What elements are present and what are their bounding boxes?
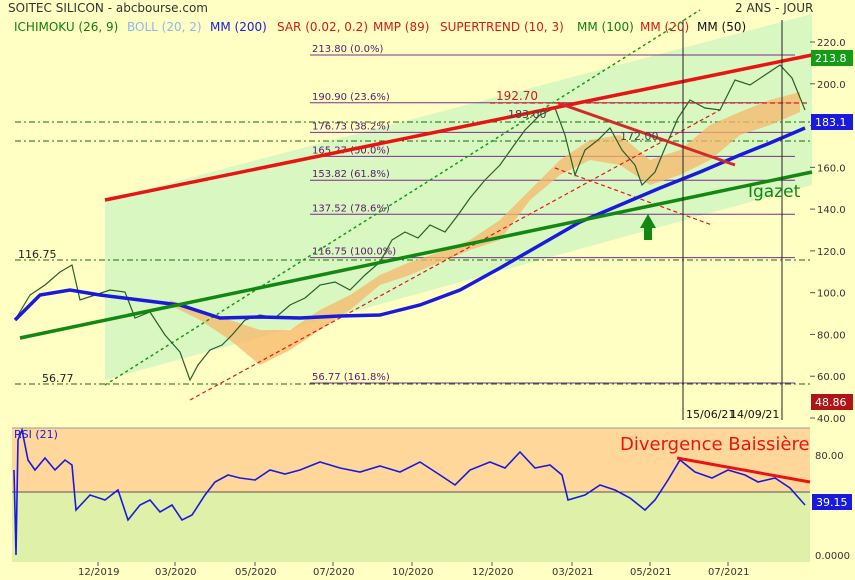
indicator-label: MM (50) [697, 20, 746, 34]
rsi-annotation: Divergence Baissière [620, 434, 810, 455]
red-dotted-channel [189, 109, 721, 401]
price-badge-text: 213.8 [815, 52, 847, 65]
chart-title: SOITEC SILICON - abcbourse.com [8, 1, 208, 15]
price-tick-label: 140.0 [817, 205, 846, 216]
date-tick-label: 03/2020 [155, 567, 197, 578]
level-label-a: 183.00 [508, 108, 547, 121]
falling-wedge-line [557, 101, 736, 167]
price-tick-label: 220.0 [817, 38, 846, 49]
fib-level-label: 116.75 (100.0%) [312, 247, 396, 258]
price-badges: 213.8 183.1 48.86 [811, 50, 853, 410]
mm200-series [13, 126, 806, 322]
price-badge [811, 50, 853, 66]
date-tick-label: 07/2021 [708, 567, 750, 578]
date-marker-label-1: 15/06/21 [686, 408, 735, 421]
price-tick-label: 100.0 [817, 289, 846, 300]
level-label-b: 172.00 [620, 130, 659, 143]
rsi-title: RSI (21) [14, 428, 58, 441]
date-tick-label: 03/2021 [552, 567, 594, 578]
indicator-label: MM (20) [640, 20, 689, 34]
price-tick-label: 60.00 [817, 372, 846, 383]
indicator-label: SUPERTREND (10, 3) [440, 20, 564, 34]
price-tick-label: 120.0 [817, 247, 846, 258]
date-tick-label: 07/2020 [313, 567, 355, 578]
price-badge [811, 394, 853, 410]
price-tick-label: 160.0 [817, 163, 846, 174]
date-tick-label: 05/2020 [235, 567, 277, 578]
indicator-label: MM (100) [577, 20, 634, 34]
rsi-oversold-zone [12, 492, 810, 562]
fib-level-label: 56.77 (161.8%) [312, 372, 390, 383]
date-axis: 12/2019 03/2020 05/2020 07/2020 10/2020 12/20… [78, 562, 750, 578]
fib-level-label: 176.73 (38.2%) [312, 121, 390, 132]
date-tick-label: 05/2021 [630, 567, 672, 578]
fib-level-label: 190.90 (23.6%) [312, 92, 390, 103]
price-panel: 213.80 (0.0%) 190.90 (23.6%) 176.73 (38.2%… [13, 9, 813, 421]
fib-level-label: 213.80 (0.0%) [312, 44, 383, 55]
price-badge-text: 183.1 [815, 116, 847, 129]
rsi-tick-label: 0.0000 [815, 551, 850, 562]
trend-channel-fill [105, 14, 812, 380]
indicator-label: ICHIMOKU (26, 9) [14, 20, 118, 34]
rsi-value-badge [812, 494, 852, 510]
price-tick-label: 40.00 [817, 414, 846, 425]
support-label-low: 56.77 [42, 372, 74, 385]
indicator-label: BOLL (20, 2) [127, 20, 202, 34]
rsi-series [13, 427, 806, 556]
pattern-label: Igazet [748, 182, 801, 202]
rsi-value-text: 39.15 [816, 496, 848, 509]
price-badge [811, 114, 853, 130]
fib-level-label: 153.82 (61.8%) [312, 169, 390, 180]
upper-trend-line [104, 53, 813, 202]
buy-arrow-icon [640, 214, 656, 240]
indicator-label: MM (200) [210, 20, 267, 34]
rsi-divergence-line [676, 456, 811, 484]
price-badge-text: 48.86 [815, 396, 847, 409]
rsi-overbought-zone [12, 428, 810, 492]
rsi-tick-label: 80.00 [815, 451, 844, 462]
support-label-high: 116.75 [18, 248, 57, 261]
lower-trend-line [19, 170, 813, 340]
price-tick-label: 80.00 [817, 330, 846, 341]
peak-label: 192.70 [496, 89, 538, 103]
ichimoku-cloud [170, 92, 800, 365]
date-tick-label: 12/2019 [78, 567, 120, 578]
rsi-panel: RSI (21) Divergence Baissière [12, 427, 811, 562]
fib-level-label: 137.52 (78.6%) [312, 203, 390, 214]
indicator-label: SAR (0.02, 0.2) [277, 20, 368, 34]
period-label: 2 ANS - JOUR [735, 1, 813, 15]
indicator-label: MMP (89) [373, 20, 429, 34]
date-tick-label: 10/2020 [392, 567, 434, 578]
price-axis: 40.0060.0080.00100.0120.0140.0160.0180.0… [810, 38, 846, 425]
date-tick-label: 12/2020 [472, 567, 514, 578]
date-marker-label-2: 14/09/21 [730, 408, 779, 421]
indicator-legend: ICHIMOKU (26, 9) BOLL (20, 2) MM (200) SAR … [14, 20, 746, 34]
price-tick-label: 200.0 [817, 80, 846, 91]
